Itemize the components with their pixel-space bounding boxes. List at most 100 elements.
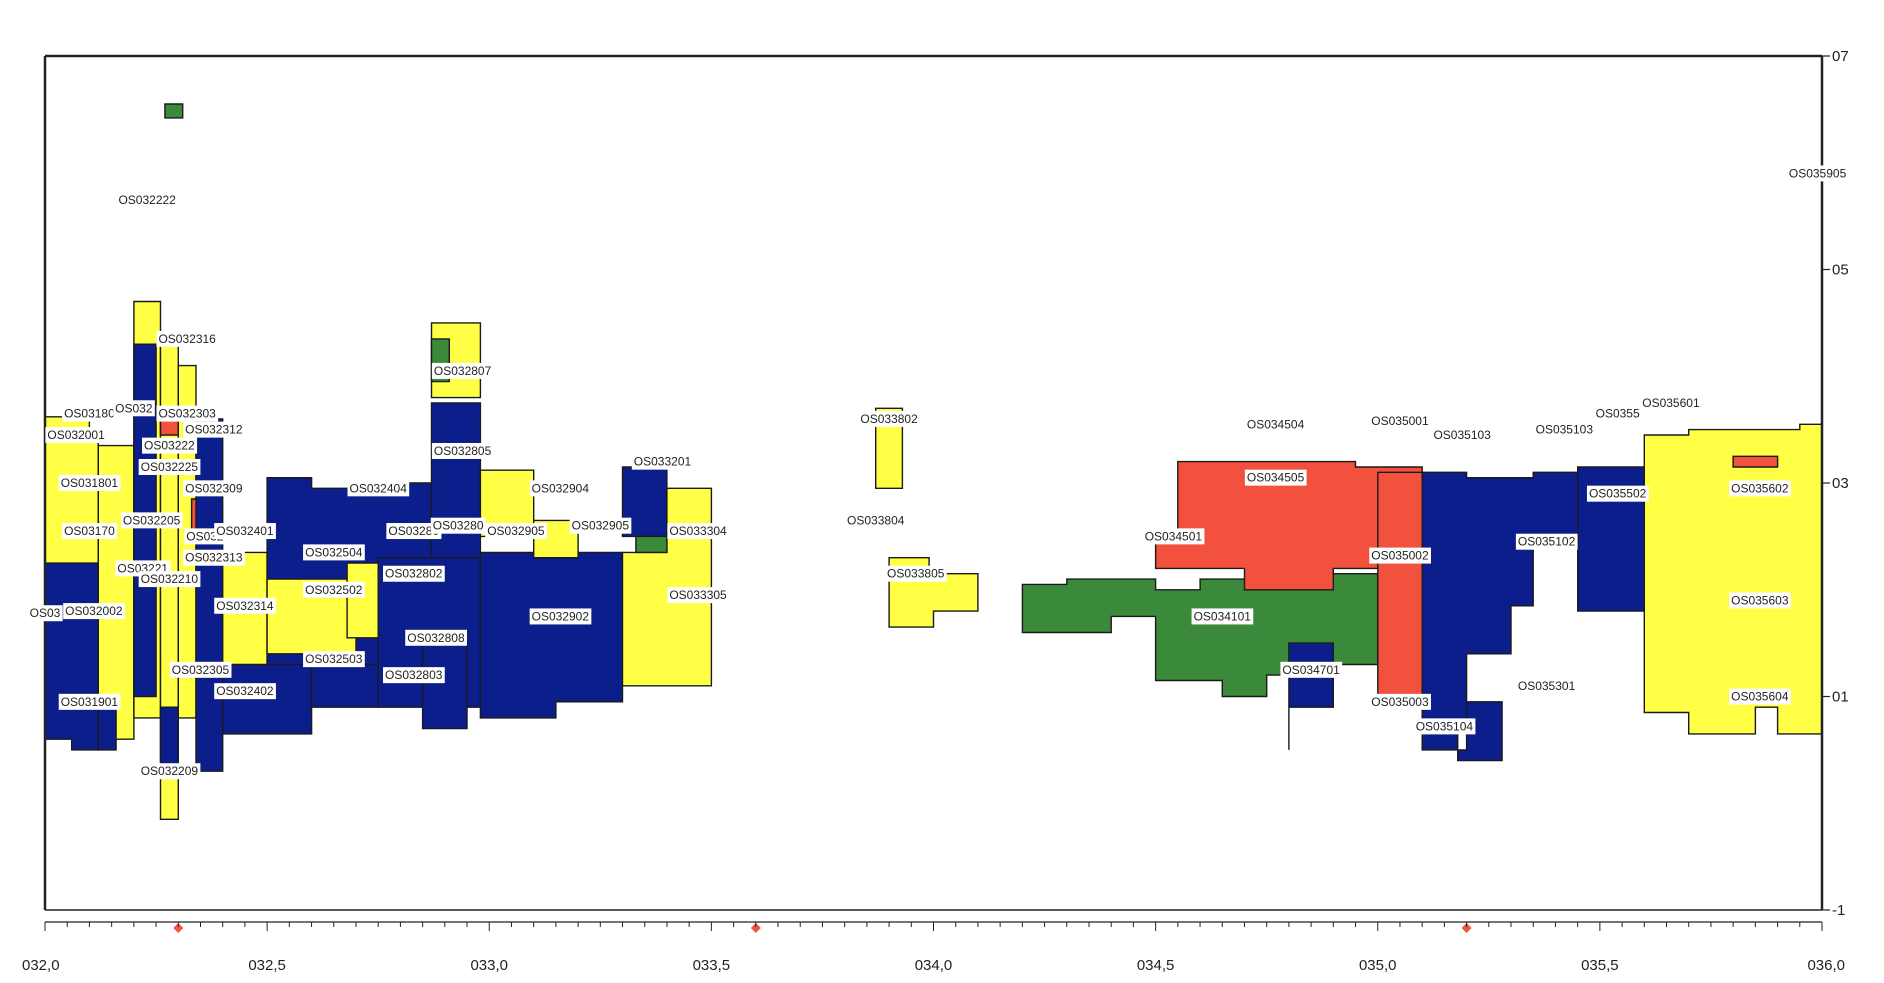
block-label-text: OS035604	[1731, 690, 1789, 704]
block-green	[635, 535, 668, 554]
block-label-text: OS035102	[1518, 535, 1576, 549]
block-label: OS035103	[1533, 421, 1596, 438]
block-label-bg	[347, 480, 410, 497]
block-label-bg	[58, 693, 121, 710]
block-label-text: OS032316	[158, 332, 216, 346]
block-label-text: OS032222	[118, 193, 176, 207]
block-label-bg	[1244, 416, 1307, 433]
block-label: OS034505	[1244, 469, 1307, 486]
block-label-bg	[858, 410, 921, 427]
block-label: OS033201	[631, 453, 694, 470]
block-label-text: OS033804	[847, 513, 905, 527]
block-label: OS032205	[120, 512, 183, 529]
block-label-text: OS035301	[1518, 679, 1576, 693]
block-label-bg	[667, 523, 730, 540]
block-label: OS03	[27, 605, 63, 622]
block-label: OS033805	[885, 565, 947, 582]
block-label: OS035301	[1515, 677, 1578, 694]
block-blue	[310, 663, 379, 708]
block-label-bg	[303, 651, 365, 668]
block-label: OS035603	[1729, 592, 1791, 609]
block-label-bg	[214, 683, 276, 700]
block-label: OS032502	[303, 581, 365, 598]
block-label-bg	[303, 581, 365, 598]
x-tick-label: 034,0	[915, 957, 953, 974]
block-label-bg	[569, 517, 632, 534]
block-label-text: OS033802	[860, 412, 918, 426]
block-label-text: OS035003	[1371, 695, 1429, 709]
block-label-text: OS03180	[64, 407, 115, 421]
block-label-text: OS034505	[1247, 471, 1305, 485]
block-label-bg	[169, 661, 232, 678]
block-label: OS03170	[62, 523, 118, 540]
block-label-bg	[1280, 661, 1343, 678]
block-label-bg	[885, 565, 947, 582]
block-label-text: OS035602	[1731, 481, 1789, 495]
block-label: OS033305	[667, 587, 730, 604]
block-label: OS032209	[138, 763, 201, 780]
block-label: OS035905	[1786, 165, 1849, 182]
block-label: OS035104	[1413, 718, 1476, 735]
block-label: OS035604	[1729, 688, 1791, 705]
block-label-text: OS035001	[1371, 414, 1429, 428]
x-marker-diamond	[750, 923, 761, 933]
block-label: OS03280	[430, 517, 486, 534]
block-label-text: OS032402	[216, 684, 274, 698]
block-label-text: OS032504	[305, 545, 363, 559]
block-label-text: OS035905	[1789, 166, 1847, 180]
block-label: OS035602	[1729, 480, 1791, 497]
block-label-bg	[58, 475, 121, 491]
block-label-bg	[1431, 426, 1494, 443]
x-tick-label: 032,0	[22, 957, 60, 974]
block-label: OS035103	[1431, 426, 1494, 443]
block-blue	[44, 562, 100, 751]
block-label-bg	[1413, 718, 1476, 735]
block-label-bg	[183, 549, 245, 566]
block-label: OS032904	[529, 480, 592, 497]
block-blue	[1421, 471, 1579, 762]
block-label-bg	[386, 523, 442, 540]
block-label-bg	[138, 763, 201, 780]
block-label: OS035502	[1586, 485, 1649, 502]
block-blue	[221, 663, 313, 735]
block-label-text: OS032205	[123, 513, 181, 527]
block-label-text: OS035603	[1731, 593, 1789, 607]
block-label-text: OS035104	[1416, 719, 1474, 733]
block-label: OS034504	[1244, 416, 1307, 433]
block-label-bg	[1369, 413, 1431, 430]
block-label-text: OS032805	[434, 444, 492, 458]
block-green	[164, 103, 184, 119]
block-label-text: OS032502	[305, 583, 363, 597]
block-label-text: OS032905	[487, 524, 545, 538]
x-tick-label: 033,5	[693, 957, 731, 974]
block-label-text: OS032312	[185, 423, 243, 437]
block-label-bg	[62, 405, 118, 422]
block-label: OS032309	[183, 480, 245, 497]
block-label: OS034101	[1191, 608, 1254, 625]
block-label-text: OS032401	[216, 524, 274, 538]
block-blue	[479, 551, 624, 719]
block-label-text: OS032807	[434, 364, 492, 378]
block-red	[1732, 455, 1779, 468]
block-label-bg	[430, 517, 486, 534]
y-tick-label: 03	[1832, 475, 1849, 492]
block-label-bg	[1729, 592, 1791, 609]
block-label: OS032316	[156, 330, 219, 347]
block-label-bg	[1369, 547, 1431, 564]
block-label-bg	[1640, 394, 1702, 411]
block-label-text: OS032002	[65, 604, 123, 618]
block-label: OS035001	[1369, 413, 1431, 430]
block-label-text: OS03222	[144, 439, 195, 453]
block-label-bg	[1533, 421, 1596, 438]
block-label: OS03222	[142, 437, 198, 454]
block-label-bg	[142, 437, 198, 454]
block-label-text: OS034504	[1247, 417, 1305, 431]
block-label: OS032305	[169, 661, 232, 678]
y-tick-label: 07	[1832, 48, 1849, 65]
block-label-bg	[383, 565, 445, 582]
block-yellow	[1643, 423, 1823, 735]
block-label-bg	[1586, 485, 1649, 502]
block-label-bg	[156, 405, 219, 422]
block-label-text: OS032503	[305, 652, 363, 666]
block-label-bg	[156, 330, 219, 347]
